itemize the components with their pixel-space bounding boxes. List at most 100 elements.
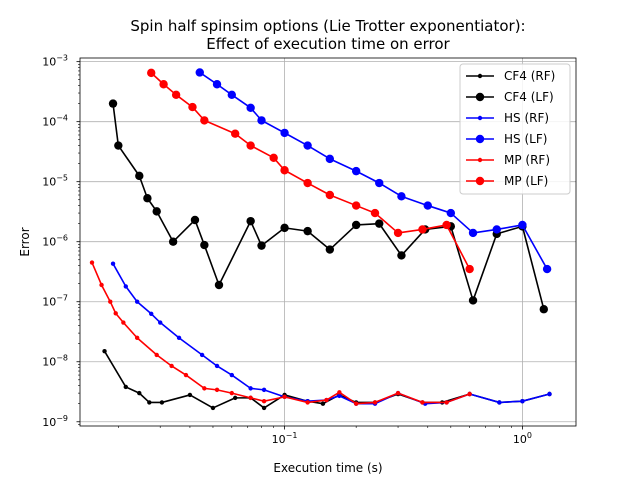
- series-4: [195, 68, 552, 274]
- data-point: [195, 68, 204, 77]
- data-point: [246, 103, 255, 113]
- data-point: [375, 219, 384, 228]
- data-point: [110, 261, 116, 266]
- data-point: [325, 154, 335, 164]
- data-point: [188, 102, 197, 112]
- chart-title: Spin half spinsim options (Lie Trotter e…: [130, 17, 525, 35]
- data-point: [397, 251, 406, 260]
- data-point: [420, 400, 425, 405]
- data-point: [325, 190, 335, 200]
- data-point: [123, 284, 128, 289]
- data-point: [212, 80, 222, 89]
- data-point: [229, 372, 235, 378]
- data-point: [257, 241, 266, 250]
- data-point: [214, 280, 224, 290]
- data-point: [372, 400, 378, 405]
- legend-label: MP (RF): [504, 153, 550, 167]
- data-point: [108, 299, 113, 304]
- data-point: [547, 391, 552, 397]
- legend-marker: [477, 73, 483, 79]
- data-point: [395, 390, 401, 396]
- data-point: [303, 226, 312, 236]
- data-point: [154, 352, 159, 358]
- data-point: [539, 305, 548, 314]
- data-point: [444, 400, 449, 405]
- data-point: [114, 141, 123, 150]
- legend-entry: CF4 (RF): [466, 69, 555, 83]
- data-point: [200, 240, 209, 250]
- data-point: [135, 171, 144, 181]
- data-point: [123, 384, 128, 390]
- legend-label: HS (LF): [504, 132, 547, 146]
- data-point: [467, 391, 472, 397]
- legend-label: MP (LF): [504, 174, 548, 188]
- data-point: [305, 400, 310, 405]
- data-point: [370, 208, 380, 218]
- data-point: [102, 348, 107, 354]
- data-point: [246, 141, 255, 150]
- data-point: [199, 352, 205, 358]
- legend-marker: [477, 157, 483, 163]
- data-point: [169, 363, 174, 369]
- legend-label: CF4 (LF): [504, 90, 554, 104]
- data-point: [248, 395, 253, 401]
- chart-subtitle: Effect of execution time on error: [206, 35, 450, 53]
- data-point: [108, 99, 118, 108]
- data-point: [137, 390, 142, 396]
- data-point: [468, 228, 478, 238]
- data-point: [418, 225, 427, 234]
- legend-entry: MP (LF): [466, 174, 548, 188]
- data-point: [280, 223, 289, 233]
- legend: CF4 (RF) CF4 (LF) HS (RF) HS (LF) MP (RF) MP …: [459, 63, 571, 195]
- data-point: [261, 387, 267, 393]
- data-point: [542, 264, 552, 274]
- data-point: [257, 116, 266, 125]
- data-point: [465, 264, 474, 274]
- legend-entry: MP (RF): [466, 153, 550, 167]
- data-point: [351, 201, 361, 210]
- data-point: [159, 80, 168, 89]
- data-point: [497, 400, 502, 405]
- data-point: [353, 401, 359, 406]
- data-point: [168, 237, 178, 246]
- series-6: [147, 68, 474, 274]
- data-point: [121, 320, 126, 325]
- data-point: [446, 208, 456, 218]
- data-point: [214, 387, 220, 393]
- legend-entry: HS (LF): [466, 132, 547, 146]
- data-point: [158, 320, 163, 325]
- data-point: [324, 397, 329, 403]
- legend-label: HS (RF): [504, 111, 549, 125]
- legend-marker: [475, 92, 485, 102]
- data-point: [303, 141, 312, 150]
- legend-marker: [477, 115, 483, 121]
- data-point: [200, 116, 209, 125]
- data-point: [280, 166, 289, 175]
- data-point: [397, 192, 406, 201]
- data-point: [171, 90, 181, 100]
- data-point: [351, 166, 361, 176]
- data-point: [246, 216, 255, 226]
- data-point: [492, 225, 501, 234]
- data-point: [442, 220, 451, 230]
- data-point: [232, 395, 238, 401]
- data-point: [337, 393, 342, 399]
- legend-label: CF4 (RF): [504, 69, 555, 83]
- data-point: [149, 311, 154, 316]
- data-point: [261, 399, 267, 404]
- data-point: [261, 405, 267, 411]
- data-point: [325, 245, 335, 254]
- data-point: [337, 390, 342, 395]
- data-point: [134, 299, 140, 304]
- data-point: [187, 392, 193, 398]
- legend-entry: CF4 (LF): [466, 90, 554, 104]
- data-point: [280, 128, 289, 138]
- data-point: [147, 400, 152, 405]
- data-point: [423, 201, 432, 210]
- legend-entry: HS (RF): [466, 111, 549, 125]
- x-axis-label: Execution time (s): [273, 461, 382, 475]
- data-point: [320, 401, 326, 406]
- data-point: [518, 220, 527, 230]
- data-point: [227, 90, 237, 100]
